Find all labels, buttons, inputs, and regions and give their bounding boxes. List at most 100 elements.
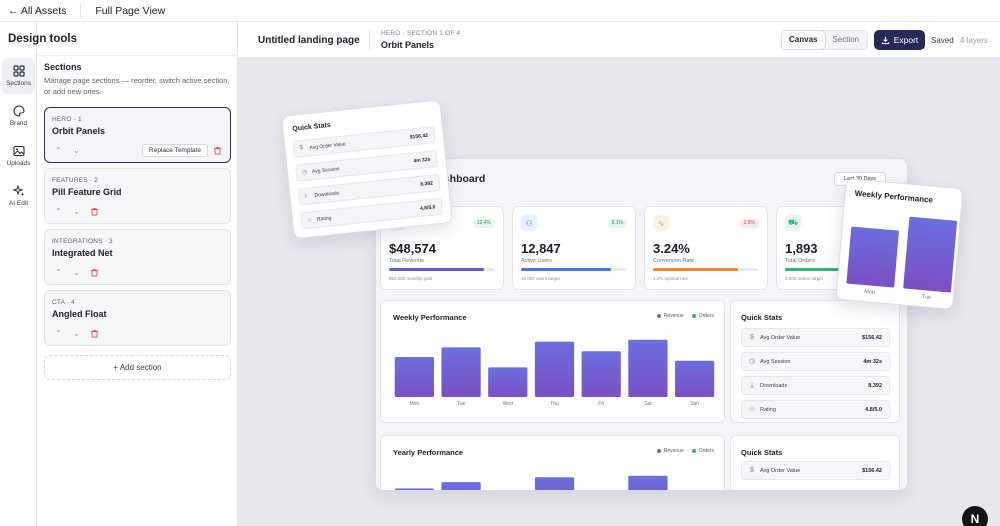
floating-weekly-chart: Mon Tue [846, 216, 958, 301]
section-name: Orbit Panels [52, 126, 106, 136]
quick-stat-label: Downloads [760, 383, 788, 389]
chart-bar [534, 477, 575, 490]
rail-label-uploads: Uploads [6, 160, 31, 167]
move-down-icon[interactable]: ⌄ [73, 207, 80, 216]
quick-stat-label: Avg Session [760, 359, 791, 365]
progress-fill [785, 268, 885, 271]
metric-card: ⚇ 8.1% 12,847 Active Users 15,000 users … [512, 206, 636, 290]
design-tools-title: Design tools [8, 33, 78, 45]
trend-badge: 8.1% [607, 219, 627, 228]
quick-stat-row: ◷ Avg Session 4m 32s [741, 352, 890, 371]
metric-goal: 2,000 orders target [785, 276, 824, 281]
chart-bar [581, 351, 621, 397]
chart-bar [488, 367, 528, 397]
editor-header: Untitled landing page HERO · SECTION 1 O… [238, 22, 1000, 58]
rail-item-brand[interactable]: Brand [2, 98, 35, 134]
move-down-icon[interactable]: ⌄ [73, 146, 80, 155]
mode-canvas-tab[interactable]: Canvas [782, 31, 825, 49]
section-tag: HERO · 1 [52, 116, 82, 123]
floating-weekly-panel[interactable]: Weekly Performance Mon Tue [835, 178, 964, 310]
section-card-hero[interactable]: HERO · 1 Orbit Panels ⌃ ⌄ Replace Templat… [44, 107, 231, 163]
section-card-features[interactable]: FEATURES · 2 Pill Feature Grid ⌃ ⌄ [44, 168, 231, 224]
section-card-cta[interactable]: CTA · 4 Angled Float ⌃ ⌄ [44, 290, 231, 346]
dollar-icon: $ [299, 144, 304, 152]
metric-value: 1,893 [785, 241, 818, 256]
x-tick-label: Wed [503, 401, 513, 407]
dollar-icon: $ [750, 467, 754, 474]
dashboard-preview[interactable]: ashboard Last 30 Days $ 12.4% $48,574 To… [375, 158, 908, 491]
palette-icon [13, 105, 25, 117]
legend-orders: Orders [691, 313, 714, 319]
quick-stat-label: Downloads [314, 190, 340, 199]
move-down-icon[interactable]: ⌄ [73, 329, 80, 338]
download-icon: ⤓ [750, 382, 754, 389]
quick-stat-label: Avg Order Value [309, 141, 347, 152]
pulse-icon: ∿ [653, 215, 669, 231]
trash-icon[interactable] [213, 146, 222, 155]
quick-stat-row: $ Avg Order Value $156.42 [741, 328, 890, 347]
move-up-icon[interactable]: ⌃ [55, 207, 62, 216]
current-section-name: Orbit Panels [381, 40, 435, 50]
rail-item-uploads[interactable]: Uploads [2, 138, 35, 174]
star-icon: ☆ [306, 217, 313, 224]
canvas[interactable]: ashboard Last 30 Days $ 12.4% $48,574 To… [238, 58, 1000, 526]
grid-icon [12, 65, 25, 77]
quick-stat-value: 8,392 [868, 383, 882, 389]
sections-panel: Sections Manage page sections — reorder,… [37, 22, 238, 526]
rail-item-sections[interactable]: Sections [2, 58, 35, 94]
x-tick-label: Mon [409, 401, 419, 407]
dollar-icon: $ [750, 334, 754, 341]
chart-bar [903, 216, 958, 293]
layers-count: 4 layers [960, 36, 989, 45]
chart-bar [441, 482, 481, 490]
view-mode-toggle: Canvas Section [781, 30, 868, 50]
all-assets-link[interactable]: ← All Assets [0, 3, 82, 18]
yearly-chart-card: Yearly Performance Revenue Orders [380, 435, 725, 490]
chart-legend: Revenue Orders [656, 448, 714, 454]
top-bar: ← All Assets Full Page View [0, 0, 1000, 22]
floating-quick-stats-panel[interactable]: Quick Stats $ Avg Order Value $156.42 ◷ … [281, 99, 454, 240]
page-name[interactable]: Untitled landing page [258, 35, 360, 46]
metric-goal: 4.0% optimal rate [653, 276, 689, 281]
move-up-icon[interactable]: ⌃ [55, 146, 62, 155]
chart-bar [394, 488, 434, 490]
progress-track [521, 268, 626, 271]
add-section-button[interactable]: + Add section [44, 355, 231, 380]
quick-stat-value: 4m 32s [413, 156, 431, 165]
metric-card: ∿ 2.5% 3.24% Conversion Rate 4.0% optima… [644, 206, 768, 290]
quick-stat-value: 8,392 [420, 180, 434, 188]
chart-bar [846, 226, 899, 288]
move-up-icon[interactable]: ⌃ [55, 268, 62, 277]
move-down-icon[interactable]: ⌄ [73, 268, 80, 277]
trash-icon[interactable] [90, 329, 99, 338]
metric-value: 12,847 [521, 241, 561, 256]
quick-stat-label: Avg Order Value [760, 468, 801, 474]
framework-badge[interactable]: N [962, 506, 988, 526]
full-page-view-link[interactable]: Full Page View [95, 4, 166, 17]
current-section-tag: HERO · SECTION 1 OF 4 [381, 30, 461, 37]
chart-bar [394, 356, 434, 397]
chart-bar [441, 347, 481, 397]
header-divider [369, 30, 370, 50]
trash-icon[interactable] [90, 207, 99, 216]
quick-stat-value: $156.42 [862, 335, 882, 341]
x-tick-label: Tue [457, 401, 466, 407]
rail-item-ai-edit[interactable]: AI Edit [2, 178, 35, 214]
icon-rail: Sections Brand Uploads AI Edit [0, 22, 37, 526]
quick-stat-row: $ Avg Order Value $156.42 [741, 461, 890, 480]
sections-title: Sections [44, 62, 82, 72]
trash-icon[interactable] [90, 268, 99, 277]
move-up-icon[interactable]: ⌃ [55, 329, 62, 338]
mode-section-tab[interactable]: Section [832, 35, 860, 44]
x-tick-label: Fri [598, 401, 604, 407]
section-card-integrations[interactable]: INTEGRATIONS · 3 Integrated Net ⌃ ⌄ [44, 229, 231, 285]
dashboard-title: ashboard [438, 173, 486, 185]
export-button[interactable]: Export [874, 30, 925, 50]
metric-label: Total Orders [785, 258, 815, 264]
replace-template-button[interactable]: Replace Template [142, 144, 208, 157]
chart-bar [675, 360, 715, 397]
users-icon: ⚇ [521, 215, 537, 231]
quick-stat-label: Rating [316, 215, 332, 223]
yearly-bar-chart [394, 475, 668, 490]
quick-stat-label: Rating [760, 407, 776, 413]
